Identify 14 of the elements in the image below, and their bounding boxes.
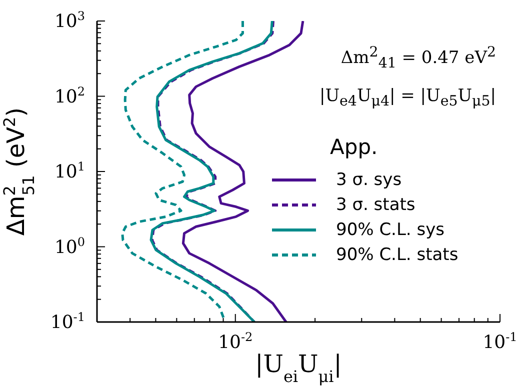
x-tick-label: 10$^{-2}$ [218,330,253,353]
legend-label: 90% C.L. sys [336,220,445,240]
x-axis-title: |U$_{ei}$U$_{μi}$| [255,350,342,386]
y-tick-label: 10$^{2}$ [54,84,85,108]
y-tick-label: 10$^{0}$ [54,234,85,258]
text: |U$_{e4}$U$_{μ4}$| = |U$_{e5}$U$_{μ5}$| [319,86,496,110]
y-tick-label: 10$^{3}$ [54,9,85,32]
legend-label: 90% C.L. stats [336,244,458,264]
legend-title: App. [330,135,378,159]
y-tick-label: 10$^{1}$ [54,160,85,182]
y-tick-label: 10$^{-1}$ [50,310,85,333]
annotation: Δm$^{2}$$_{41}$ = 0.47 eV$^{2}$ [340,44,496,72]
legend-label: 3 σ. sys [336,170,402,190]
legend-label: 3 σ. stats [336,194,416,214]
